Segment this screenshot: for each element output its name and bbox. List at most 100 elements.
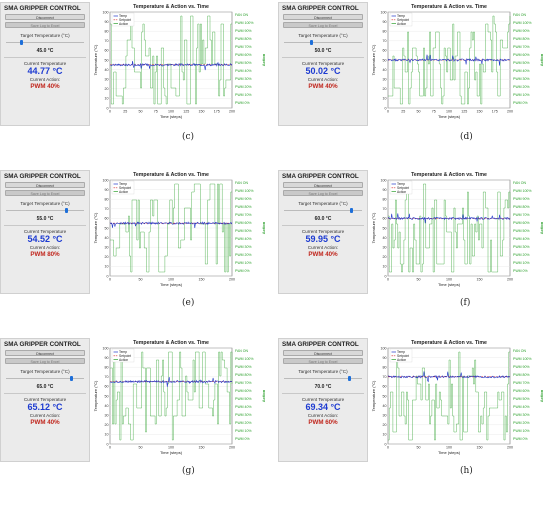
slider-thumb[interactable]	[69, 376, 73, 381]
action-tick-label: FAN ON	[235, 181, 249, 185]
x-tick-label: 200	[507, 110, 513, 114]
current-action-value: PWM 60%	[308, 419, 338, 426]
save-log-button[interactable]: Save Log to Excel	[5, 358, 85, 364]
action-tick-label: PWM 0%	[235, 101, 250, 105]
y-tick-label: 0	[107, 106, 109, 110]
legend-label: Setpoint	[119, 18, 131, 22]
divider	[282, 393, 364, 394]
divider	[282, 57, 364, 58]
app-title: SMA GRIPPER CONTROL	[4, 5, 81, 12]
action-tick-label: PWM 60%	[235, 53, 252, 57]
disconnect-button[interactable]: Disconnect	[5, 14, 85, 20]
x-tick-label: 50	[417, 446, 421, 450]
action-axis-label: Action	[539, 53, 544, 66]
slider-thumb[interactable]	[347, 376, 351, 381]
action-axis-label: Action	[261, 221, 266, 234]
action-series	[388, 351, 510, 441]
target-temperature-slider[interactable]	[284, 208, 362, 213]
save-log-button[interactable]: Save Log to Excel	[283, 22, 363, 28]
action-tick-label: PWM 50%	[513, 61, 530, 65]
save-log-button[interactable]: Save Log to Excel	[5, 22, 85, 28]
target-temperature-slider[interactable]	[6, 208, 84, 213]
y-axis-label: Temperature (°C)	[93, 44, 98, 75]
slider-thumb[interactable]	[310, 40, 314, 45]
app-title: SMA GRIPPER CONTROL	[282, 5, 359, 12]
action-tick-label: PWM 100%	[235, 357, 253, 361]
x-tick-label: 200	[229, 110, 235, 114]
y-axis-label: Temperature (°C)	[371, 44, 376, 75]
x-tick-label: 50	[139, 446, 143, 450]
y-tick-label: 90	[383, 356, 387, 360]
x-tick-label: 0	[387, 446, 389, 450]
legend-label: Action	[119, 190, 128, 194]
current-temperature-value: 65.12 °C	[27, 402, 63, 412]
chart-title: Temperature & Action vs. Time	[133, 340, 209, 346]
target-temperature-slider[interactable]	[284, 40, 362, 45]
chart-title: Temperature & Action vs. Time	[411, 340, 487, 346]
y-axis-label: Temperature (°C)	[93, 380, 98, 411]
slider-track	[6, 42, 84, 43]
x-tick-label: 50	[417, 110, 421, 114]
y-axis-label: Temperature (°C)	[371, 212, 376, 243]
x-tick-label: 0	[387, 110, 389, 114]
action-tick-label: PWM 100%	[513, 357, 531, 361]
slider-thumb[interactable]	[350, 208, 353, 213]
x-axis-label: Time (steps)	[160, 450, 183, 455]
disconnect-button[interactable]: Disconnect	[5, 182, 85, 188]
temperature-action-chart: Temperature & Action vs. Time 0 10 20 30 40 50…	[93, 4, 266, 119]
disconnect-button[interactable]: Disconnect	[283, 350, 363, 356]
y-tick-label: 80	[383, 366, 387, 370]
action-tick-label: PWM 100%	[513, 21, 531, 25]
target-temperature-value: 50.0 °C	[314, 48, 332, 54]
target-temperature-slider[interactable]	[284, 376, 362, 381]
x-tick-label: 25	[123, 110, 127, 114]
current-action-value: PWM 40%	[308, 251, 338, 258]
target-temperature-slider[interactable]	[6, 40, 84, 45]
chart-title: Temperature & Action vs. Time	[133, 4, 209, 10]
legend-label: Temp	[119, 14, 127, 18]
y-tick-label: 90	[383, 20, 387, 24]
figure-caption: (d)	[460, 132, 473, 142]
action-tick-label: PWM 20%	[513, 421, 530, 425]
x-tick-label: 100	[446, 110, 452, 114]
x-axis-label: Time (steps)	[160, 114, 183, 119]
action-tick-label: PWM 80%	[513, 205, 530, 209]
action-tick-label: PWM 60%	[235, 389, 252, 393]
action-tick-label: PWM 50%	[513, 229, 530, 233]
save-log-button[interactable]: Save Log to Excel	[283, 358, 363, 364]
action-axis-label: Action	[261, 389, 266, 402]
action-tick-label: PWM 90%	[235, 197, 252, 201]
y-tick-label: 20	[383, 255, 387, 259]
control-panel: SMA GRIPPER CONTROL Disconnect Save Log …	[0, 338, 90, 462]
y-tick-label: 60	[105, 217, 109, 221]
current-action-label: Current Action:	[29, 245, 61, 250]
disconnect-button[interactable]: Disconnect	[283, 182, 363, 188]
action-tick-label: PWM 20%	[235, 85, 252, 89]
action-tick-label: FAN ON	[235, 13, 249, 17]
action-tick-label: PWM 60%	[513, 389, 530, 393]
gui-screenshot: SMA GRIPPER CONTROL Disconnect Save Log …	[278, 2, 548, 128]
x-tick-label: 150	[477, 110, 483, 114]
target-temperature-slider[interactable]	[6, 376, 84, 381]
action-series	[110, 15, 232, 105]
action-tick-label: PWM 70%	[513, 45, 530, 49]
x-tick-label: 100	[168, 446, 174, 450]
y-tick-label: 30	[383, 78, 387, 82]
disconnect-button[interactable]: Disconnect	[283, 14, 363, 20]
save-log-button[interactable]: Save Log to Excel	[283, 190, 363, 196]
x-tick-label: 150	[199, 446, 205, 450]
action-tick-label: PWM 20%	[513, 85, 530, 89]
action-tick-label: PWM 60%	[513, 53, 530, 57]
slider-thumb[interactable]	[19, 40, 23, 45]
temp-series	[109, 221, 233, 229]
target-temperature-value: 65.0 °C	[36, 384, 54, 390]
save-log-button[interactable]: Save Log to Excel	[5, 190, 85, 196]
x-tick-label: 0	[109, 110, 111, 114]
action-tick-label: PWM 100%	[513, 189, 531, 193]
disconnect-button[interactable]: Disconnect	[5, 350, 85, 356]
slider-thumb[interactable]	[64, 208, 68, 213]
y-tick-label: 50	[105, 394, 109, 398]
temperature-action-chart: Temperature & Action vs. Time 0 10 20 30 40 50…	[93, 340, 266, 455]
y-tick-label: 0	[385, 274, 387, 278]
legend-label: Temp	[397, 350, 405, 354]
